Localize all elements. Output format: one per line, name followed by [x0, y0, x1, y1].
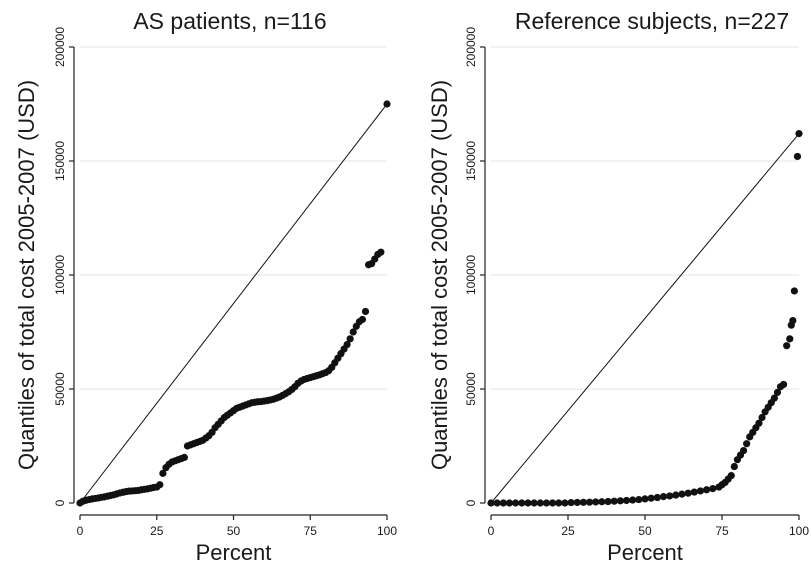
data-point — [647, 494, 655, 502]
data-point — [780, 380, 788, 389]
y-tick-label: 100000 — [53, 255, 67, 295]
data-point — [343, 340, 351, 349]
data-point — [727, 472, 735, 480]
y-tick-label: 100000 — [464, 255, 478, 295]
data-point — [358, 315, 367, 324]
x-tick-label: 25 — [150, 524, 164, 538]
data-point — [505, 499, 514, 507]
data-point — [696, 487, 705, 495]
x-tick-label: 25 — [561, 524, 575, 538]
y-axis-label: Quantiles of total cost 2005-2007 (USD) — [14, 80, 39, 470]
data-point — [524, 499, 532, 507]
data-point — [530, 499, 538, 507]
data-point — [770, 394, 778, 402]
data-point — [793, 152, 802, 161]
chart-title: Reference subjects, n=227 — [515, 8, 789, 34]
y-tick-label: 50000 — [53, 372, 67, 406]
data-point — [346, 335, 354, 343]
panel-as-patients: 0 50000 100000 150000 200000 0 25 50 75 100 AS pat… — [14, 8, 397, 565]
y-tick-label: 200000 — [53, 27, 67, 67]
data-point — [795, 130, 803, 138]
reference-line — [79, 103, 388, 504]
data-point — [561, 499, 569, 507]
data-point — [349, 328, 357, 336]
x-axis-label: Percent — [196, 540, 272, 565]
x-tick-label: 75 — [304, 524, 318, 538]
data-point — [180, 453, 188, 461]
data-point — [789, 317, 797, 325]
y-tick-label: 0 — [53, 499, 67, 506]
data-point — [383, 100, 391, 108]
data-point — [709, 485, 717, 493]
data-point — [684, 489, 692, 497]
data-point — [703, 486, 711, 494]
data-point — [635, 495, 643, 504]
reference-line — [490, 133, 800, 504]
x-tick-label: 75 — [715, 524, 729, 538]
data-point — [555, 499, 563, 507]
x-tick-label: 50 — [638, 524, 652, 538]
data-point — [653, 493, 661, 502]
data-point — [659, 493, 668, 501]
y-tick-label: 50000 — [464, 372, 478, 406]
data-point — [536, 499, 544, 507]
data-point — [499, 499, 507, 507]
data-point — [730, 462, 738, 471]
data-point — [773, 388, 782, 397]
data-point — [739, 446, 748, 455]
y-tick-label: 0 — [464, 499, 478, 506]
data-point — [567, 498, 575, 507]
data-point — [361, 307, 370, 316]
data-point — [629, 496, 637, 504]
y-tick-label: 200000 — [464, 27, 478, 67]
x-tick-label: 0 — [77, 524, 84, 538]
data-point — [512, 499, 520, 507]
data-point — [598, 498, 606, 506]
x-tick-label: 50 — [227, 524, 241, 538]
data-point — [616, 497, 624, 505]
data-point — [159, 469, 167, 477]
data-point — [579, 498, 588, 506]
data-point — [585, 498, 594, 506]
data-point — [743, 440, 751, 448]
data-point — [377, 248, 385, 256]
data-point — [542, 499, 551, 507]
data-point — [622, 496, 631, 505]
data-point — [783, 342, 791, 350]
data-point — [573, 498, 581, 507]
data-point — [604, 497, 612, 506]
data-point — [755, 419, 763, 427]
data-point — [592, 498, 600, 506]
x-tick-label: 100 — [377, 524, 397, 538]
data-point — [518, 499, 526, 507]
data-point — [610, 497, 618, 505]
x-tick-label: 0 — [488, 524, 495, 538]
data-point — [690, 488, 698, 496]
data-point — [758, 413, 766, 422]
x-tick-label: 100 — [789, 524, 809, 538]
x-axis-label: Percent — [607, 540, 683, 565]
data-point — [549, 499, 557, 507]
panel-reference-subjects: 0 50000 100000 150000 200000 0 25 50 75 100 Refere… — [427, 8, 809, 565]
data-point — [666, 492, 674, 500]
data-point — [786, 335, 794, 343]
data-point — [672, 491, 680, 499]
data-point — [790, 287, 798, 295]
data-point — [641, 495, 649, 503]
data-point — [678, 490, 686, 498]
y-tick-label: 150000 — [53, 141, 67, 181]
data-point — [156, 481, 164, 489]
data-point — [493, 499, 501, 507]
y-axis-label: Quantiles of total cost 2005-2007 (USD) — [427, 80, 452, 470]
data-point — [487, 499, 495, 507]
chart-title: AS patients, n=116 — [133, 8, 326, 34]
y-tick-label: 150000 — [464, 141, 478, 181]
